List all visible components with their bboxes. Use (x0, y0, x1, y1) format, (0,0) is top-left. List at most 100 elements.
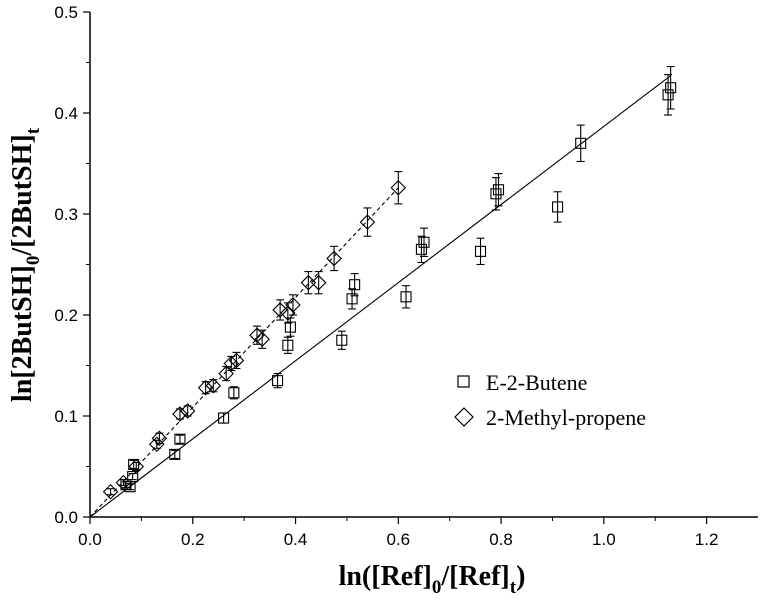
x-tick-label: 0.0 (78, 530, 102, 549)
square-marker (552, 201, 564, 213)
square-marker (349, 279, 361, 291)
data-point-series-0 (282, 336, 294, 354)
y-tick-label: 0.2 (54, 306, 78, 325)
legend-marker-square (457, 375, 470, 388)
data-point-series-1 (300, 271, 317, 295)
diamond-marker (179, 403, 196, 419)
square-marker (665, 82, 677, 94)
data-point-series-1 (272, 299, 288, 321)
data-point-series-1 (115, 474, 132, 491)
square-marker (272, 375, 284, 387)
diamond-marker (359, 214, 376, 230)
data-point-series-0 (665, 65, 677, 110)
fit-line-series-0 (89, 75, 671, 518)
data-point-series-1 (310, 271, 327, 295)
legend-label-e-2-butene: E-2-Butene (486, 370, 587, 395)
fit-line-series-1 (89, 187, 399, 518)
data-point-series-0 (575, 124, 587, 163)
data-point-series-1 (285, 294, 301, 316)
y-tick-label: 0.0 (54, 508, 78, 527)
square-marker (127, 471, 139, 483)
legend-marker-diamond (454, 407, 474, 427)
data-point-series-0 (174, 433, 186, 445)
fit-lines (89, 75, 671, 518)
y-axis-title: ln[2ButSH]0/[2ButSH]t (7, 127, 44, 402)
data-point-series-1 (128, 458, 145, 475)
data-point-series-0 (336, 330, 348, 350)
diamond-marker (151, 430, 168, 446)
diamond-marker (172, 406, 188, 422)
x-axis-title: ln([Ref]0/[Ref]t) (339, 561, 526, 598)
x-tick-label: 0.2 (181, 530, 205, 549)
x-tick-label: 1.0 (592, 530, 616, 549)
data-point-series-0 (127, 471, 139, 483)
square-marker (400, 291, 412, 303)
data-point-series-0 (418, 227, 430, 257)
data-point-series-0 (272, 373, 284, 389)
square-marker (228, 387, 240, 399)
x-tick-label: 0.8 (489, 530, 513, 549)
square-marker (174, 433, 186, 445)
y-tick-label: 0.1 (54, 407, 78, 426)
axes: 0.0 0.2 0.4 0.6 0.8 1.0 1.2 0.0 0.1 0.2 0.3 0.4 0.5 (54, 3, 758, 549)
diamond-marker (326, 250, 342, 267)
data-point-series-0 (228, 386, 240, 400)
data-point-series-1 (179, 403, 196, 419)
diamond-marker (228, 352, 245, 369)
x-tick-label: 0.6 (386, 530, 410, 549)
data-point-series-1 (149, 436, 165, 453)
square-marker (284, 321, 296, 333)
data-point-series-1 (197, 379, 214, 396)
data-point-series-0 (490, 177, 502, 211)
data-point-series-0 (169, 448, 181, 460)
square-marker (128, 458, 140, 471)
data-point-series-1 (228, 351, 245, 370)
diamond-marker (310, 274, 327, 291)
square-marker (415, 243, 427, 255)
square-marker (336, 334, 348, 346)
data-point-series-0 (349, 273, 361, 297)
data-point-series-1 (390, 171, 407, 205)
square-marker (575, 137, 587, 149)
data-point-series-0 (400, 285, 412, 309)
data-point-series-1 (326, 245, 342, 272)
data-point-series-1 (254, 329, 270, 349)
data-point-series-1 (151, 430, 168, 446)
square-marker (218, 412, 230, 424)
diamond-marker (197, 379, 214, 396)
diamond-marker (218, 365, 234, 382)
data-point-series-0 (552, 191, 564, 223)
square-marker (474, 245, 487, 257)
square-marker (282, 339, 294, 351)
data-point-series-1 (172, 406, 188, 422)
diamond-marker (102, 483, 119, 500)
square-marker (346, 293, 358, 305)
y-tick-label: 0.4 (54, 104, 78, 123)
data-point-series-1 (359, 207, 376, 237)
square-marker (662, 89, 674, 101)
diamond-marker (128, 458, 145, 475)
data-point-series-0 (474, 237, 487, 266)
diamond-marker (149, 436, 165, 453)
x-tick-label: 0.4 (284, 530, 308, 549)
diamond-marker (390, 179, 407, 196)
x-tick-label: 1.2 (695, 530, 719, 549)
y-tick-label: 0.5 (54, 3, 78, 22)
diamond-marker (254, 331, 270, 348)
data-point-series-1 (205, 377, 222, 394)
square-marker (492, 184, 505, 196)
data-point-series-1 (218, 365, 234, 382)
data-point-series-0 (218, 412, 230, 424)
diamond-marker (272, 302, 288, 318)
data-points (102, 65, 677, 500)
data-point-series-0 (346, 288, 358, 310)
data-point-series-0 (284, 317, 296, 337)
diamond-marker (115, 474, 132, 491)
square-marker (418, 236, 430, 248)
legend-label-2-methyl-propene: 2-Methyl-propene (486, 405, 646, 430)
diamond-marker (300, 274, 317, 291)
diamond-marker (205, 377, 222, 394)
data-point-series-0 (492, 173, 505, 207)
y-tick-label: 0.3 (54, 205, 78, 224)
